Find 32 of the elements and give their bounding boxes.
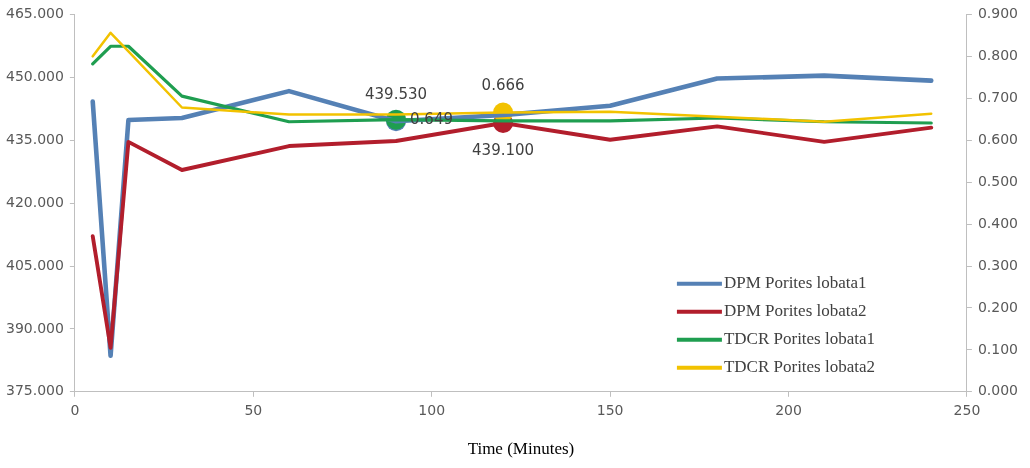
y-tick-label: 420.000 <box>5 193 64 210</box>
y2-tick-label: 0.400 <box>977 214 1019 231</box>
x-tick-label: 250 <box>953 401 981 418</box>
data-label: 439.100 <box>472 140 535 159</box>
y-tick-label: 375.000 <box>5 382 64 399</box>
y-tick-label: 465.000 <box>5 5 64 22</box>
legend-label: DPM Porites lobata2 <box>723 301 867 321</box>
data-label: 0.649 <box>410 109 453 128</box>
legend-label: TDCR Porites lobata1 <box>723 329 876 349</box>
y2-tick-label: 0.700 <box>977 88 1019 105</box>
y2-tick-label: 0.200 <box>977 298 1019 315</box>
y-tick-label: 450.000 <box>5 67 64 84</box>
y2-tick-label: 0.900 <box>977 5 1019 22</box>
y2-tick-label: 0.600 <box>977 130 1019 147</box>
legend-label: DPM Porites lobata1 <box>723 273 867 293</box>
legend-label: TDCR Porites lobata2 <box>723 357 876 377</box>
x-tick-label: 50 <box>244 401 263 418</box>
x-tick-label: 100 <box>418 401 446 418</box>
x-axis-title: Time (Minutes) <box>467 439 575 459</box>
x-tick-label: 200 <box>775 401 802 418</box>
x-tick-label: 150 <box>596 401 624 418</box>
x-tick-label: 0 <box>70 401 80 418</box>
data-label: 439.530 <box>365 85 428 104</box>
data-label: 0.666 <box>481 76 525 95</box>
y2-tick-label: 0.500 <box>977 172 1019 189</box>
y2-tick-label: 0.300 <box>977 256 1019 273</box>
y-tick-label: 390.000 <box>5 319 64 336</box>
y2-tick-label: 0.000 <box>977 382 1019 399</box>
y2-tick-label: 0.100 <box>977 340 1019 357</box>
y2-tick-label: 0.800 <box>977 46 1019 63</box>
y-tick-label: 405.000 <box>5 256 64 273</box>
y-tick-label: 435.000 <box>5 130 64 147</box>
